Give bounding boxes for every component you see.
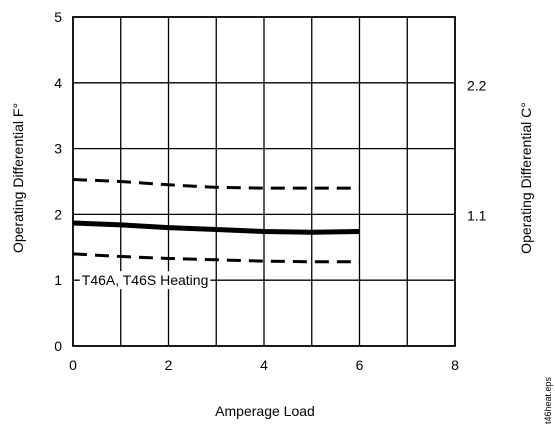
right-tick-label: 1.1 bbox=[467, 208, 487, 224]
x-tick-label: 8 bbox=[451, 357, 459, 373]
annotation-label: T46A, T46S Heating bbox=[82, 272, 209, 288]
right-tick-labels: 1.1 2.2 bbox=[467, 77, 487, 223]
annotation-background bbox=[79, 271, 211, 290]
y-tick-label: 0 bbox=[54, 338, 62, 354]
x-tick-label: 0 bbox=[69, 357, 77, 373]
series-group bbox=[72, 178, 360, 264]
y-tick-label: 4 bbox=[54, 75, 62, 91]
annotations: T46A, T46S Heating bbox=[79, 271, 211, 290]
x-tick-labels: 0 2 4 6 8 bbox=[69, 357, 459, 373]
y-axis-label: Operating Differential F° bbox=[10, 103, 26, 253]
x-axis-label: Amperage Load bbox=[215, 403, 315, 419]
y-tick-labels: 0 1 2 3 4 5 bbox=[54, 9, 62, 354]
filename-label: t46heat.eps bbox=[543, 376, 553, 424]
y-axis-label-right: Operating Differential C° bbox=[518, 102, 534, 254]
y-tick-label: 5 bbox=[54, 9, 62, 25]
series-line-1-dashed bbox=[72, 178, 360, 190]
y-tick-label: 1 bbox=[54, 272, 62, 288]
right-tick-label: 2.2 bbox=[467, 77, 487, 93]
x-tick-label: 6 bbox=[356, 357, 364, 373]
x-tick-label: 2 bbox=[165, 357, 173, 373]
y-tick-label: 2 bbox=[54, 206, 62, 222]
plot-frame bbox=[72, 16, 456, 347]
grid-lines bbox=[73, 17, 455, 346]
series-line-3-dashed bbox=[72, 252, 360, 264]
plot-border bbox=[72, 16, 456, 347]
x-tick-label: 4 bbox=[260, 357, 268, 373]
series-line-2-solid bbox=[72, 220, 360, 235]
y-tick-label: 3 bbox=[54, 141, 62, 157]
